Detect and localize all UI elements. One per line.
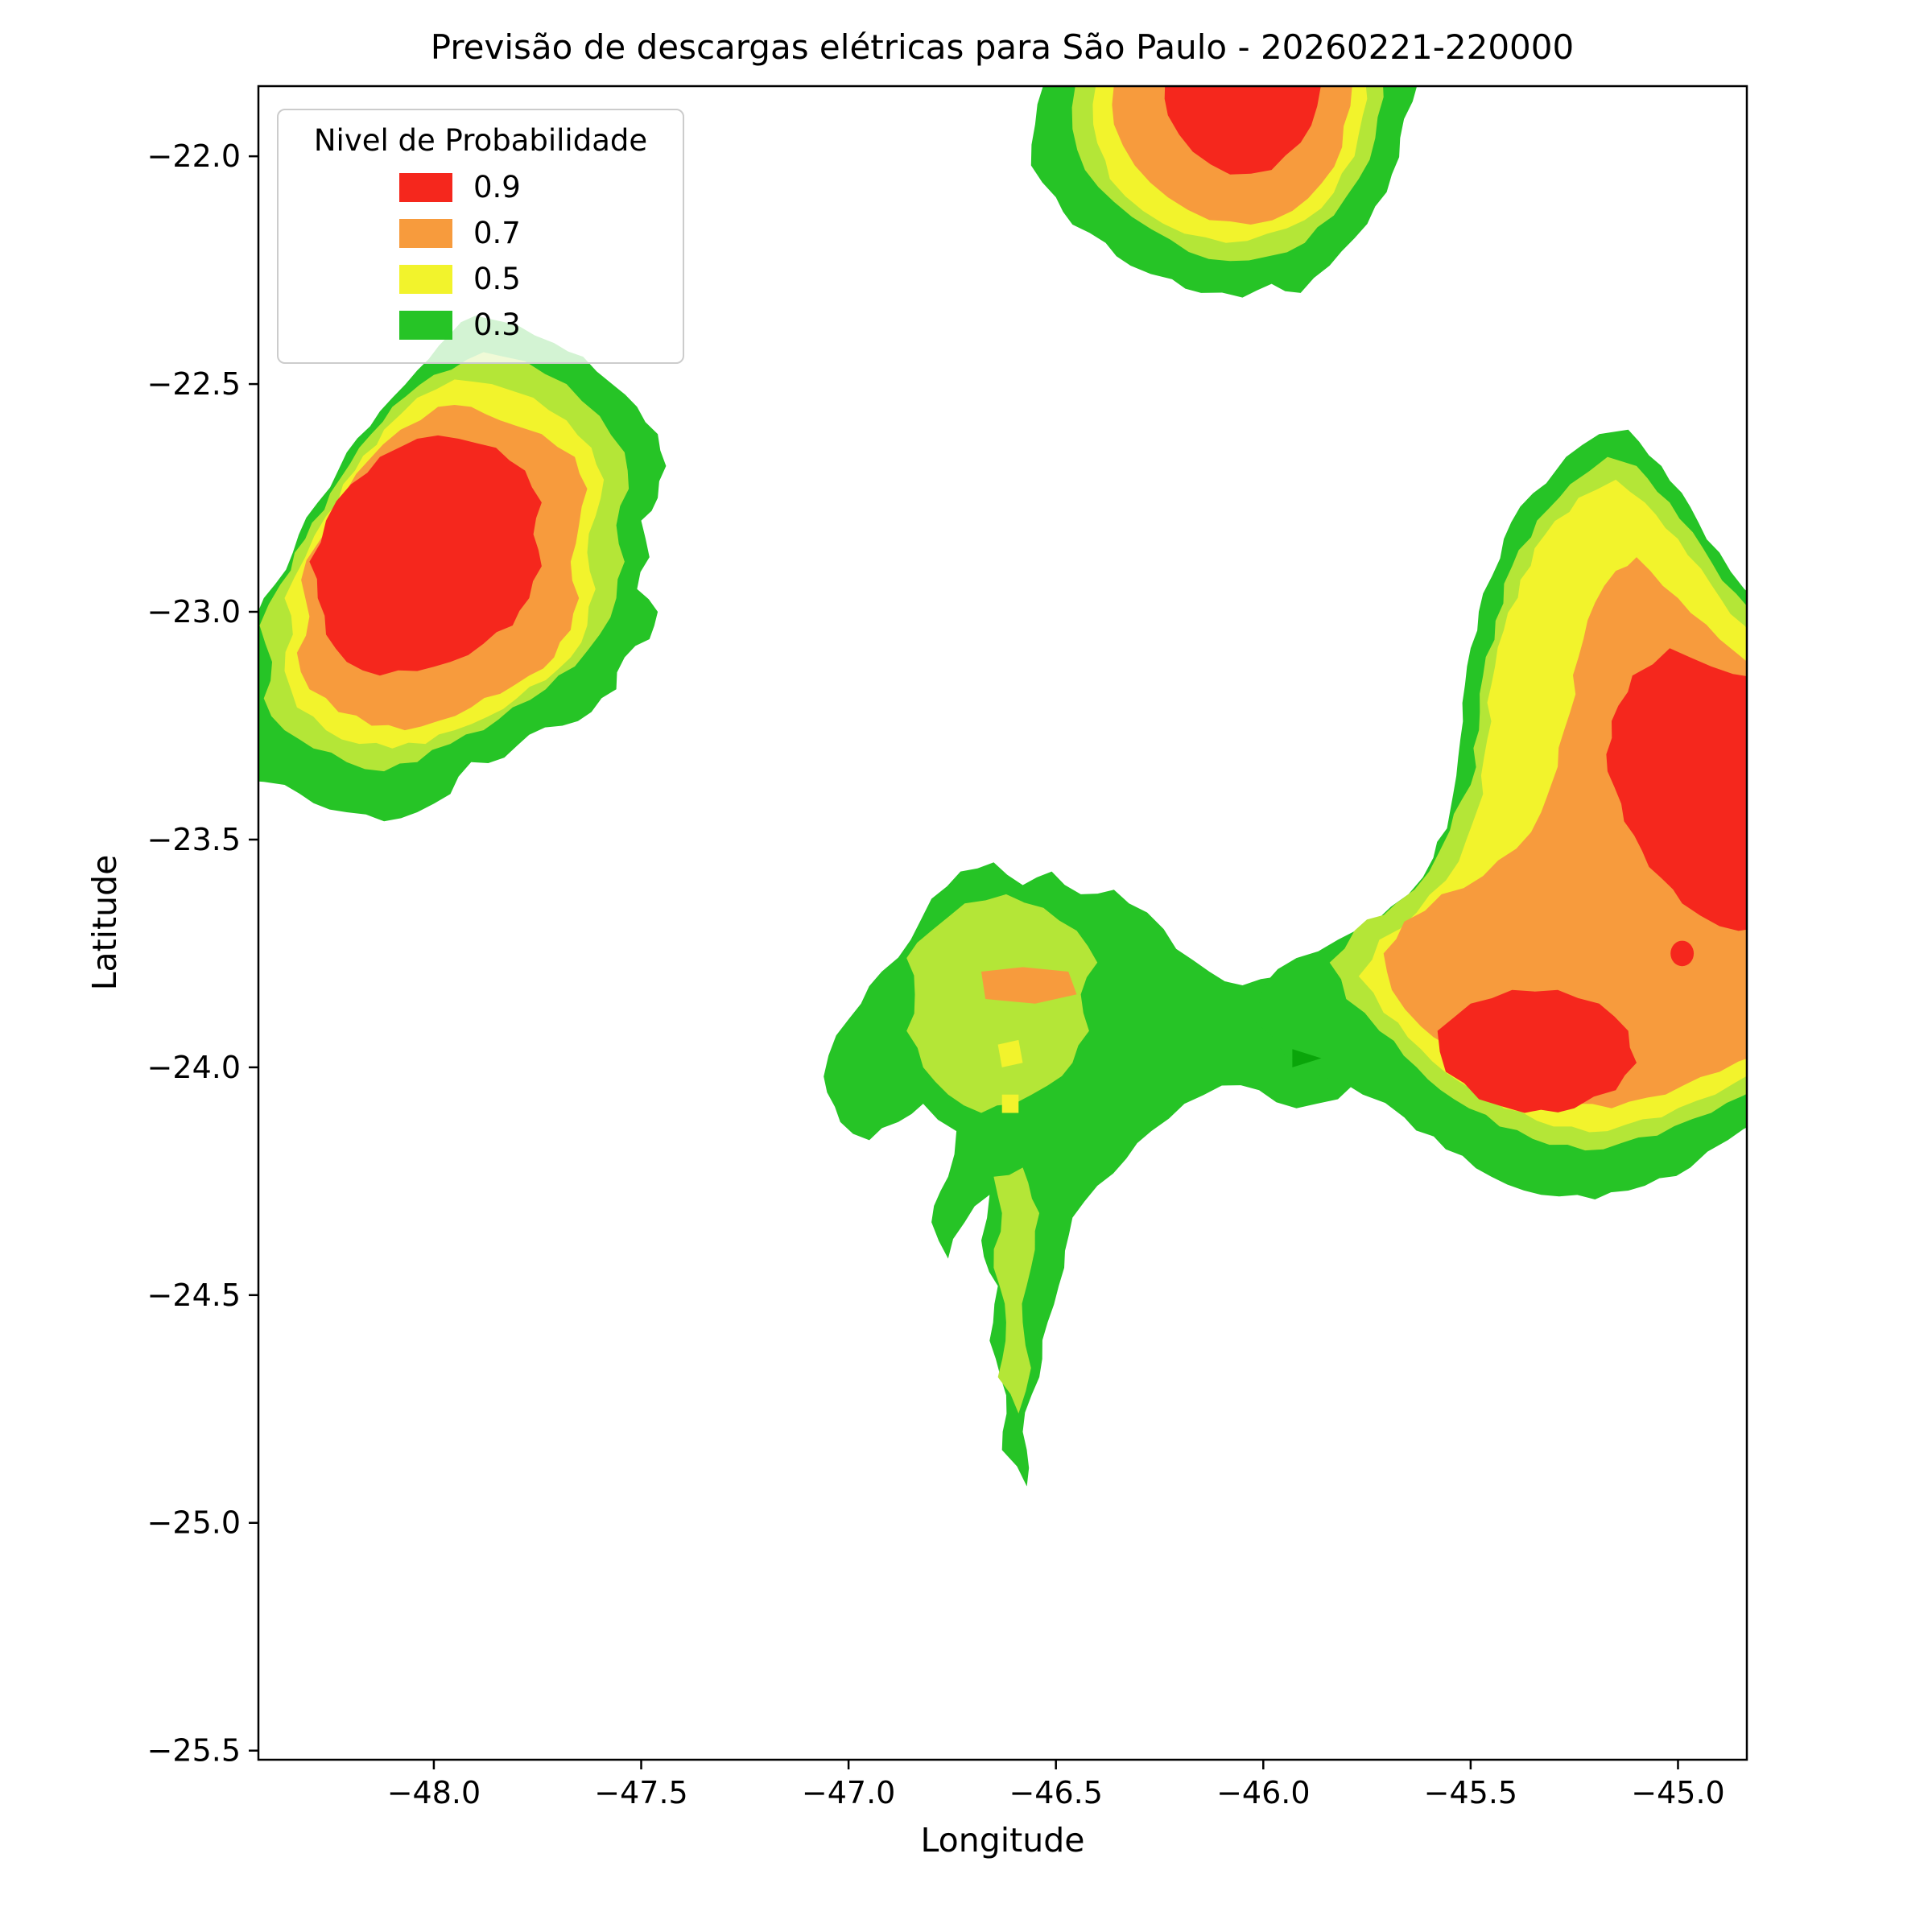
region-central-orange-streak: [981, 967, 1077, 1004]
region-central-greenyellow-lobe: [906, 894, 1098, 1113]
legend-item-label: 0.9: [473, 170, 521, 204]
legend-item-label: 0.3: [473, 308, 521, 342]
legend-item-0.3: 0.3: [287, 302, 675, 348]
y-tick-label: −23.0: [147, 594, 241, 630]
y-tick-label: −23.5: [147, 822, 241, 857]
region-bridge-notch: [1292, 1049, 1322, 1067]
legend: Nivel de Probabilidade 0.9 0.7 0.5 0.3: [277, 109, 684, 364]
x-tick-label: −46.5: [1009, 1775, 1102, 1810]
axes-border: [257, 85, 1748, 1761]
region-east-red-dot: [1670, 940, 1695, 967]
region-east-red-main: [1606, 648, 1747, 931]
legend-swatch-0.7: [399, 218, 452, 248]
y-axis-label: Latitude: [85, 854, 124, 991]
legend-swatch-0.3: [399, 310, 452, 340]
legend-item-0.9: 0.9: [287, 164, 675, 210]
region-upperleft-red: [309, 435, 542, 676]
region-east-red-south: [1437, 989, 1637, 1113]
legend-items: 0.9 0.7 0.5 0.3: [287, 164, 675, 348]
legend-item-label: 0.5: [473, 262, 521, 296]
legend-item-label: 0.7: [473, 216, 521, 250]
legend-item-0.7: 0.7: [287, 210, 675, 256]
x-tick-label: −47.0: [802, 1775, 895, 1810]
x-tick-label: −45.5: [1424, 1775, 1517, 1810]
y-tick-label: −24.5: [147, 1278, 241, 1313]
y-tick-label: −22.0: [147, 138, 241, 174]
y-tick-label: −25.5: [147, 1733, 241, 1769]
x-tick-label: −47.5: [594, 1775, 687, 1810]
region-central-yellow-fleck-1: [997, 1039, 1023, 1067]
region-central-yellow-fleck-2: [1001, 1094, 1019, 1113]
region-topcenter-red: [1164, 86, 1321, 175]
y-tick-label: −22.5: [147, 366, 241, 402]
y-tick-label: −24.0: [147, 1050, 241, 1085]
x-tick-label: −48.0: [387, 1775, 481, 1810]
x-tick-label: −46.0: [1216, 1775, 1310, 1810]
y-tick-label: −25.0: [147, 1505, 241, 1541]
legend-item-0.5: 0.5: [287, 256, 675, 302]
x-axis-label: Longitude: [920, 1821, 1085, 1860]
region-central-greenyellow-arm: [993, 1167, 1040, 1414]
legend-title: Nivel de Probabilidade: [313, 123, 648, 158]
legend-swatch-0.5: [399, 264, 452, 294]
chart-title: Previsão de descargas elétricas para São…: [430, 27, 1575, 67]
legend-swatch-0.9: [399, 172, 452, 202]
x-tick-label: −45.0: [1631, 1775, 1724, 1810]
